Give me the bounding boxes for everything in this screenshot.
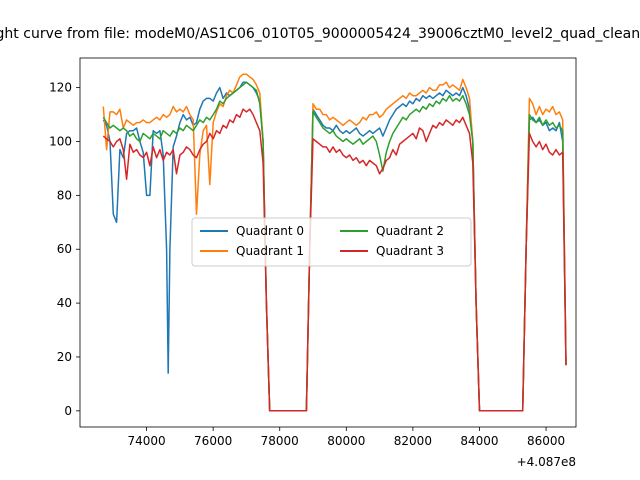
x-tick-label: 84000 [460, 434, 498, 448]
series-line-quadrant-1 [102, 73, 567, 412]
x-axis: 74000 76000 78000 80000 82000 84000 86000 [127, 427, 565, 448]
legend-box [191, 217, 472, 267]
series-line-quadrant-0 [102, 81, 567, 412]
y-tick-label: 40 [57, 296, 72, 310]
legend-label-quadrant-0: Quadrant 0 [236, 224, 304, 238]
y-axis: 0 20 40 60 80 100 120 [49, 81, 80, 418]
series-line-quadrant-2 [102, 81, 567, 412]
y-tick-label: 120 [49, 81, 72, 95]
y-tick-label: 60 [57, 242, 72, 256]
legend-label-quadrant-3: Quadrant 3 [376, 244, 444, 258]
x-tick-label: 74000 [127, 434, 165, 448]
x-tick-label: 80000 [327, 434, 365, 448]
plot-lines [102, 73, 567, 412]
x-tick-label: 82000 [394, 434, 432, 448]
y-tick-label: 100 [49, 134, 72, 148]
x-tick-label: 86000 [527, 434, 565, 448]
x-tick-label: 76000 [194, 434, 232, 448]
legend: Quadrant 0 Quadrant 1 Quadrant 2 Quadrant 3 [191, 217, 472, 267]
y-tick-label: 0 [64, 404, 72, 418]
series-line-quadrant-3 [102, 108, 567, 412]
y-tick-label: 20 [57, 350, 72, 364]
y-tick-label: 80 [57, 188, 72, 202]
x-offset-label: +4.087e8 [517, 455, 576, 469]
legend-label-quadrant-2: Quadrant 2 [376, 224, 444, 238]
x-tick-label: 78000 [261, 434, 299, 448]
legend-label-quadrant-1: Quadrant 1 [236, 244, 304, 258]
chart-title: Light curve from file: modeM0/AS1C06_010… [0, 26, 640, 42]
plot-frame [79, 57, 577, 428]
